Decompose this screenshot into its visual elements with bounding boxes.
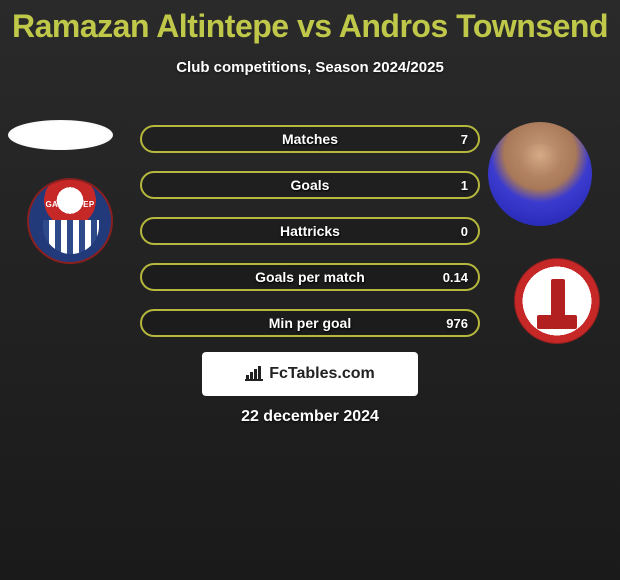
stat-right-value: 976 — [446, 316, 468, 331]
player-left-club-badge: GAZIANTEP — [27, 178, 113, 264]
stats-panel: Matches 7 Goals 1 Hattricks 0 Goals per … — [140, 125, 480, 355]
stat-right-value: 1 — [461, 178, 468, 193]
stat-row-goals-per-match: Goals per match 0.14 — [140, 263, 480, 291]
player-right-club-badge — [514, 258, 600, 344]
stat-label: Goals — [291, 177, 330, 193]
attribution-text: FcTables.com — [269, 365, 375, 383]
stat-label: Min per goal — [269, 315, 351, 331]
stat-label: Goals per match — [255, 269, 365, 285]
player-right-avatar — [488, 122, 592, 226]
bar-chart-icon — [245, 367, 263, 381]
stat-row-min-per-goal: Min per goal 976 — [140, 309, 480, 337]
stat-right-value: 7 — [461, 132, 468, 147]
attribution-badge: FcTables.com — [202, 352, 418, 396]
club-left-label: GAZIANTEP — [29, 200, 111, 209]
stat-row-hattricks: Hattricks 0 — [140, 217, 480, 245]
player-left-avatar — [8, 120, 113, 150]
stat-label: Matches — [282, 131, 338, 147]
stat-row-goals: Goals 1 — [140, 171, 480, 199]
generated-date: 22 december 2024 — [0, 408, 620, 426]
stat-row-matches: Matches 7 — [140, 125, 480, 153]
subtitle: Club competitions, Season 2024/2025 — [0, 59, 620, 76]
stat-right-value: 0.14 — [443, 270, 468, 285]
stat-right-value: 0 — [461, 224, 468, 239]
page-title: Ramazan Altintepe vs Andros Townsend — [0, 0, 620, 45]
stat-label: Hattricks — [280, 223, 340, 239]
